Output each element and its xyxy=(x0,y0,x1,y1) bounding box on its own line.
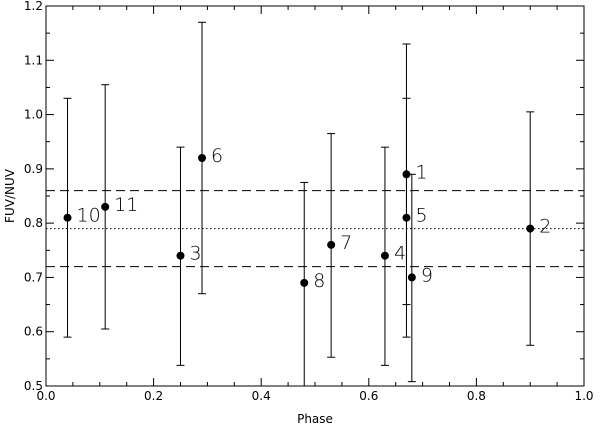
point-label: 2 xyxy=(539,216,551,238)
x-axis-ticks: 0.0 0.2 0.4 0.6 0.8 1.0 xyxy=(36,6,594,403)
y-tick-label: 0.7 xyxy=(24,270,43,284)
point-label: 7 xyxy=(340,232,352,254)
point-label: 11 xyxy=(114,194,138,216)
x-tick-label: 1.0 xyxy=(574,389,593,403)
x-tick-label: 0.4 xyxy=(252,389,271,403)
y-tick-label: 0.8 xyxy=(24,216,43,230)
data-point xyxy=(402,170,411,179)
y-tick-label: 0.6 xyxy=(24,325,43,339)
data-point xyxy=(63,213,72,222)
x-tick-label: 0.8 xyxy=(467,389,486,403)
y-tick-label: 1.0 xyxy=(24,108,43,122)
y-tick-label: 0.5 xyxy=(24,379,43,393)
data-point xyxy=(198,154,207,162)
point-label: 10 xyxy=(77,205,101,227)
data-point xyxy=(407,273,416,282)
data-points xyxy=(63,154,535,287)
x-axis-label: Phase xyxy=(297,412,333,426)
point-label: 4 xyxy=(394,243,406,265)
x-tick-label: 0.6 xyxy=(359,389,378,403)
point-label: 6 xyxy=(211,145,223,167)
point-label: 9 xyxy=(421,264,433,286)
data-point xyxy=(380,251,389,260)
point-label: 3 xyxy=(190,243,202,265)
x-tick-label: 0.0 xyxy=(36,389,55,403)
point-label: 1 xyxy=(415,161,427,183)
y-axis-label: FUV/NUV xyxy=(3,168,17,223)
point-label: 8 xyxy=(313,270,325,292)
data-point xyxy=(327,240,336,249)
reference-lines xyxy=(46,190,584,268)
x-tick-label: 0.2 xyxy=(144,389,163,403)
data-point xyxy=(101,202,110,211)
point-label: 5 xyxy=(415,205,427,227)
y-axis-ticks: 0.5 0.6 0.7 0.8 0.9 1.0 1.1 1.2 xyxy=(24,0,584,393)
y-tick-label: 1.1 xyxy=(24,53,43,67)
data-point xyxy=(300,278,309,287)
data-point xyxy=(526,224,535,233)
y-tick-label: 0.9 xyxy=(24,162,43,176)
data-point xyxy=(402,213,411,222)
data-point xyxy=(176,251,185,260)
point-labels: 1 2 3 45 6 78 9 10 11 xyxy=(77,145,552,292)
y-tick-label: 1.2 xyxy=(24,0,43,13)
